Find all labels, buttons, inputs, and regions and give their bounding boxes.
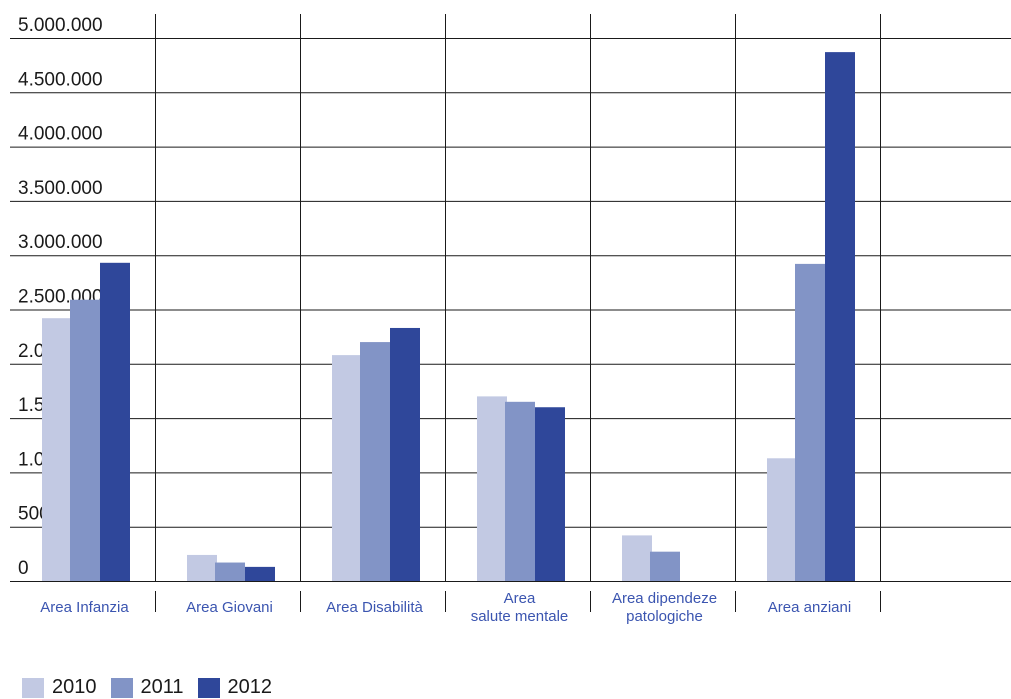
y-tick-label: 3.500.000 xyxy=(18,178,103,199)
bar-2011 xyxy=(505,401,535,581)
x-category-label: Area xyxy=(504,590,536,607)
bar-2012 xyxy=(825,52,855,582)
bar-2011 xyxy=(215,562,245,581)
bar-2010 xyxy=(477,396,507,581)
bar-2012 xyxy=(100,262,130,581)
bar-2011 xyxy=(650,551,680,581)
legend-label-2010: 2010 xyxy=(52,676,97,698)
x-category-label: Area Infanzia xyxy=(40,599,129,616)
bar-2011 xyxy=(795,263,825,581)
bar-2011 xyxy=(360,342,390,581)
bar-2010 xyxy=(767,458,797,581)
bar-2010 xyxy=(332,355,362,581)
x-axis-category-labels: Area Infanzia Area Giovani Area Disabilità… xyxy=(40,590,851,625)
y-tick-label: 5.000.000 xyxy=(18,15,103,36)
bar-2010 xyxy=(42,318,72,581)
y-axis-tick-labels: 0500.0001.000.0001.500.0002.000.0002.500… xyxy=(18,15,103,579)
legend-item-2011: 2011 xyxy=(110,676,184,699)
bar-2012 xyxy=(535,407,565,581)
legend-swatch-2012 xyxy=(197,677,220,698)
x-category-label: Area dipendeze xyxy=(612,590,717,607)
legend: 2010 2011 2012 xyxy=(22,676,286,699)
legend-label-2012: 2012 xyxy=(227,676,273,698)
bar-2012 xyxy=(245,566,275,581)
bar-2011 xyxy=(70,299,100,581)
x-category-label: Area anziani xyxy=(768,599,851,616)
x-category-label: salute mentale xyxy=(471,608,569,625)
legend-item-2012: 2012 xyxy=(197,676,273,699)
bar-2012 xyxy=(390,327,420,581)
bars xyxy=(42,52,855,582)
bar-2010 xyxy=(187,554,217,581)
y-tick-label: 0 xyxy=(18,558,29,579)
y-tick-label: 4.500.000 xyxy=(18,69,103,90)
legend-label-2011: 2011 xyxy=(140,676,184,698)
y-tick-label: 3.000.000 xyxy=(18,232,103,253)
legend-swatch-2011 xyxy=(110,677,133,698)
y-tick-label: 4.000.000 xyxy=(18,124,103,145)
legend-swatch-2010 xyxy=(22,677,44,698)
x-category-label: patologiche xyxy=(626,608,703,625)
x-category-label: Area Giovani xyxy=(186,599,273,616)
x-category-label: Area Disabilità xyxy=(326,599,423,616)
grid-lines xyxy=(10,14,1011,612)
legend-item-2010: 2010 xyxy=(22,676,97,699)
bar-2010 xyxy=(622,535,652,581)
